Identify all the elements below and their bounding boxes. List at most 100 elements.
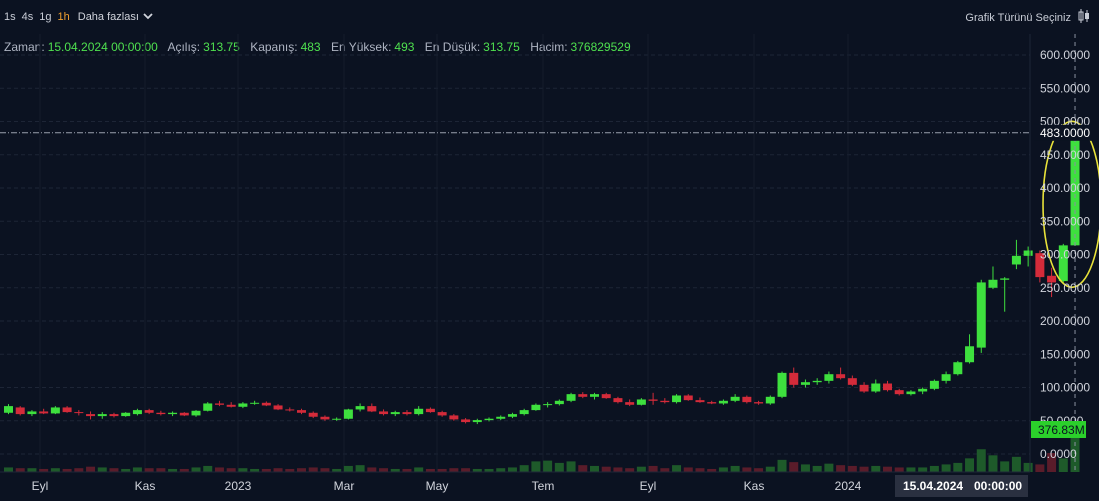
volume-bar [132, 467, 142, 472]
volume-bar [847, 465, 857, 472]
low-value: 313.75 [483, 40, 520, 54]
candle-body [695, 400, 705, 403]
candle-body [261, 402, 271, 406]
timeframe-1h[interactable]: 1h [57, 11, 70, 23]
volume-bar [883, 466, 892, 472]
candle-body [1035, 253, 1045, 278]
candle-body [707, 402, 717, 404]
last-price-box [1034, 124, 1094, 141]
volume-bar [74, 468, 84, 472]
candle-body [1047, 275, 1057, 283]
volume-bar [86, 466, 96, 472]
candle-body [86, 414, 96, 417]
candle [144, 408, 154, 415]
volume-bar [777, 459, 787, 472]
more-label: Daha fazlası [77, 11, 139, 23]
candle-body [859, 384, 869, 392]
volume-bar [156, 468, 166, 472]
candle [1058, 243, 1068, 283]
candle [414, 406, 424, 416]
candle [730, 394, 740, 403]
volume-bar [367, 467, 377, 472]
candle [484, 417, 494, 422]
candle-body [883, 383, 892, 391]
candle [601, 392, 611, 399]
volume-bar [109, 468, 119, 472]
candle-body [730, 396, 740, 401]
overlay [0, 34, 1099, 472]
candle [390, 410, 400, 417]
price-tick-label: 250.0000 [1040, 281, 1090, 295]
time-tick-label: Kas [135, 479, 156, 493]
candle [367, 403, 377, 413]
volume-bar [683, 467, 693, 472]
candle [531, 403, 541, 411]
candle-body [648, 399, 658, 401]
candle-body [4, 406, 13, 413]
candle [425, 407, 435, 413]
candle-body [871, 383, 881, 392]
candle [97, 412, 107, 419]
volume-bar [1047, 453, 1057, 472]
candle-body [777, 372, 787, 397]
candle [62, 406, 72, 413]
timeframe-1g[interactable]: 1g [39, 11, 52, 23]
candle-body [1000, 278, 1010, 280]
candle [1023, 246, 1033, 267]
candle [496, 415, 506, 421]
candle-body [39, 411, 49, 414]
volume-bar [226, 468, 236, 472]
candle [74, 410, 84, 416]
candle-body [812, 380, 822, 383]
candle [578, 392, 588, 399]
volume-bar [648, 465, 658, 472]
volume-bar [15, 468, 25, 472]
candles [4, 126, 1080, 425]
candle [859, 382, 869, 393]
candle-body [355, 406, 365, 410]
highlight-ellipse [1042, 120, 1099, 289]
candle [1035, 250, 1045, 283]
candle [941, 371, 951, 384]
volume-bar [1058, 458, 1068, 472]
candle [332, 417, 342, 421]
toolbar: 1s 4s 1g 1h Daha fazlası [0, 0, 1099, 34]
candle [929, 379, 939, 391]
price-tick-label: 600.0000 [1040, 48, 1090, 62]
candle [953, 360, 963, 376]
candle-body [144, 410, 154, 413]
candle [343, 408, 353, 420]
time-tick-label: Mar [334, 479, 355, 493]
chart-type-selector[interactable]: Grafik Türünü Seçiniz [965, 8, 1091, 27]
timeframe-4s[interactable]: 4s [21, 11, 34, 23]
candle-body [765, 396, 775, 404]
candle [156, 410, 166, 416]
volume-bar [613, 467, 623, 472]
candle [250, 400, 260, 405]
candle [507, 412, 517, 419]
candle-body [636, 399, 646, 405]
volume-bar [507, 467, 517, 472]
volume-label: Hacim: [530, 40, 568, 54]
volume-bar [660, 468, 670, 472]
candle-body [941, 374, 951, 381]
timeframe-1s[interactable]: 1s [4, 11, 16, 23]
candle [906, 390, 916, 396]
candle [824, 371, 834, 384]
candle [1000, 277, 1010, 312]
candle-body [214, 403, 224, 405]
volume-bar [191, 467, 201, 472]
volume-bar [425, 468, 435, 472]
more-timeframes-dropdown[interactable]: Daha fazlası [78, 11, 153, 23]
candle-body [1011, 255, 1021, 265]
candle [355, 403, 365, 412]
candle-body [976, 282, 986, 348]
candle-body [484, 418, 494, 421]
candle [214, 400, 224, 407]
candle-body [156, 412, 166, 415]
time-tick-label: Eyl [32, 479, 49, 493]
volume-bar [50, 468, 60, 472]
candle-body [472, 420, 482, 423]
candle [800, 379, 810, 388]
